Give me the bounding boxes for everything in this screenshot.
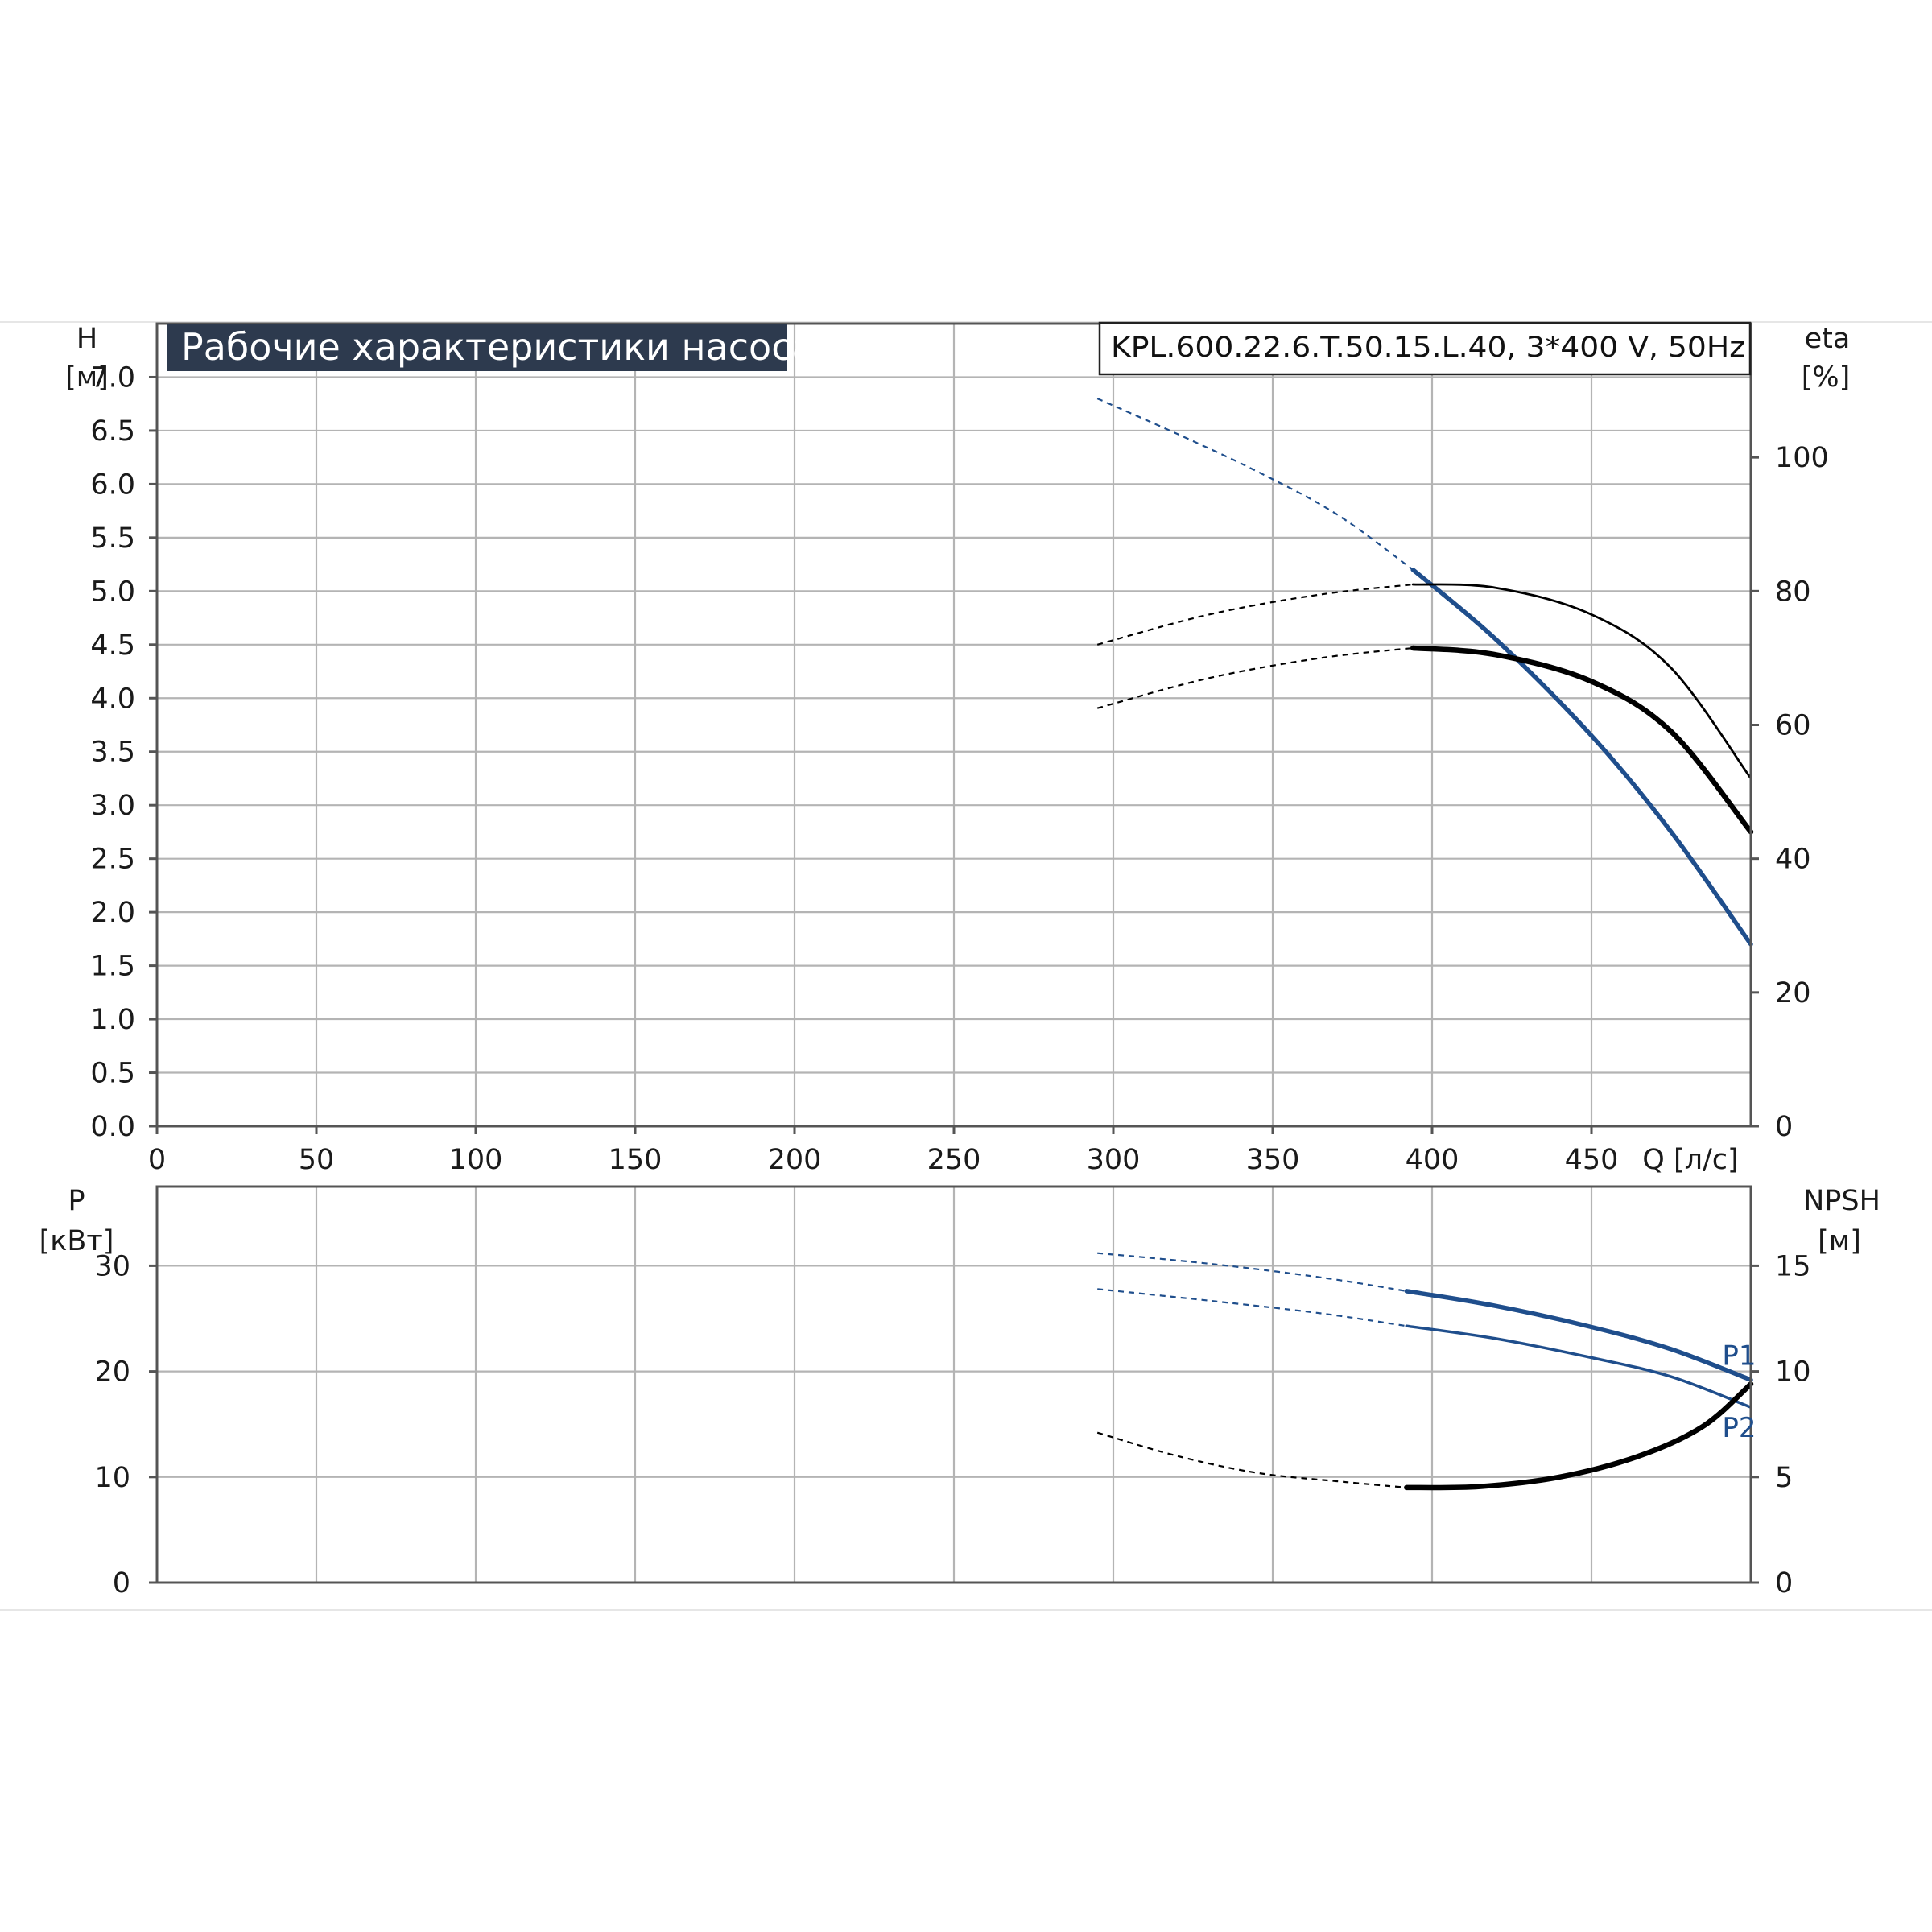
q-axis-tick-label: 300 bbox=[1087, 1144, 1141, 1176]
p-axis-unit: [кВт] bbox=[39, 1225, 114, 1257]
top-series-0-curve bbox=[1410, 567, 1753, 947]
p-axis-tick-label: 30 bbox=[94, 1250, 130, 1282]
curve-label-p1: P1 bbox=[1722, 1340, 1756, 1373]
curve-label-p2: P2 bbox=[1722, 1412, 1756, 1444]
p-axis-tick-label: 20 bbox=[94, 1356, 130, 1389]
bottom-series-0-curve bbox=[1404, 1289, 1753, 1382]
bottom-series-0-extrapolated bbox=[1097, 1252, 1407, 1292]
h-axis-tick-label: 1.5 bbox=[90, 951, 135, 983]
top-series-0-extrapolated bbox=[1096, 398, 1414, 571]
bottom-curve-labels: P1 P2 bbox=[1722, 1340, 1756, 1444]
h-axis-tick-label: 3.0 bbox=[90, 790, 135, 822]
h-axis-tick-label: 1.0 bbox=[90, 1004, 135, 1036]
bottom-series-1-curve bbox=[1405, 1324, 1752, 1409]
eta-axis-tick-label: 60 bbox=[1775, 710, 1811, 742]
bottom-panel-tick-labels: 0 10 20 30 0 5 10 15 bbox=[94, 1250, 1810, 1600]
h-axis-tick-label: 0.0 bbox=[90, 1111, 135, 1143]
top-panel-grid bbox=[155, 322, 1752, 1128]
h-axis-unit: [м] bbox=[65, 361, 109, 394]
bottom-series-2-curve bbox=[1404, 1381, 1754, 1491]
top-series-2-curve bbox=[1410, 645, 1754, 835]
h-axis-tick-label: 6.5 bbox=[90, 415, 135, 448]
eta-axis-tick-label: 80 bbox=[1775, 576, 1811, 608]
q-axis-tick-label: 450 bbox=[1565, 1144, 1619, 1176]
q-axis-tick-label: 50 bbox=[299, 1144, 335, 1176]
p-axis-tick-label: 0 bbox=[113, 1567, 130, 1600]
h-axis-tick-label: 4.0 bbox=[90, 683, 135, 715]
top-series-1-curve bbox=[1411, 583, 1752, 780]
bottom-panel-frame bbox=[155, 1185, 1752, 1584]
bottom-series-1-extrapolated bbox=[1097, 1288, 1407, 1327]
npsh-axis-tick-label: 10 bbox=[1775, 1356, 1811, 1389]
h-axis-tick-label: 2.0 bbox=[90, 897, 135, 929]
h-axis-tick-label: 7.0 bbox=[90, 361, 135, 394]
npsh-axis-tick-label: 5 bbox=[1775, 1462, 1793, 1494]
eta-axis-label: eta bbox=[1805, 323, 1851, 355]
npsh-axis-tick-label: 15 bbox=[1775, 1250, 1811, 1282]
p-axis-label: P bbox=[68, 1185, 85, 1217]
h-axis-label: H bbox=[76, 323, 97, 355]
h-axis-tick-label: 3.5 bbox=[90, 737, 135, 769]
top-panel-tick-labels: 0.0 0.5 1.0 1.5 2.0 2.5 3.0 3.5 4.0 4.5 5.0 5.5 6.0 6… bbox=[90, 361, 1828, 1176]
npsh-axis-tick-label: 0 bbox=[1775, 1567, 1793, 1600]
eta-axis-unit: [%] bbox=[1802, 361, 1851, 394]
top-panel-curves bbox=[1096, 398, 1754, 947]
model-box bbox=[1098, 321, 1752, 376]
h-axis-tick-label: 5.5 bbox=[90, 522, 135, 555]
eta-axis-tick-label: 20 bbox=[1775, 977, 1811, 1009]
h-axis-tick-label: 0.5 bbox=[90, 1058, 135, 1090]
top-series-2-extrapolated bbox=[1096, 646, 1414, 709]
eta-axis-tick-label: 0 bbox=[1775, 1111, 1793, 1143]
q-axis-tick-label: 100 bbox=[449, 1144, 503, 1176]
top-series-1-extrapolated bbox=[1096, 583, 1414, 646]
chart-title: Рабочие характеристики насоса bbox=[181, 325, 815, 369]
h-axis-tick-label: 4.5 bbox=[90, 630, 135, 662]
bottom-panel-grid bbox=[155, 1187, 1752, 1584]
eta-axis-tick-label: 40 bbox=[1775, 844, 1811, 876]
p-axis-tick-label: 10 bbox=[94, 1462, 130, 1494]
npsh-axis-unit: [м] bbox=[1818, 1225, 1861, 1257]
q-axis-tick-label: 0 bbox=[148, 1144, 166, 1176]
model-label: KPL.600.22.6.T.50.15.L.40, 3*400 V, 50Hz bbox=[1111, 332, 1745, 364]
q-axis-tick-label: 400 bbox=[1406, 1144, 1459, 1176]
q-axis-tick-label: 200 bbox=[768, 1144, 822, 1176]
h-axis-tick-label: 6.0 bbox=[90, 469, 135, 501]
npsh-axis-label: NPSH bbox=[1803, 1185, 1880, 1217]
title-box bbox=[167, 324, 787, 371]
h-axis-tick-label: 2.5 bbox=[90, 844, 135, 876]
q-axis-tick-label: 150 bbox=[609, 1144, 663, 1176]
q-axis-tick-label: 350 bbox=[1246, 1144, 1300, 1176]
q-axis-label: Q [л/с] bbox=[1642, 1144, 1738, 1176]
eta-axis-tick-label: 100 bbox=[1775, 442, 1829, 474]
bottom-series-2-extrapolated bbox=[1096, 1431, 1407, 1488]
h-axis-tick-label: 5.0 bbox=[90, 576, 135, 608]
bottom-panel-curves bbox=[1096, 1252, 1754, 1491]
q-axis-tick-label: 250 bbox=[927, 1144, 981, 1176]
